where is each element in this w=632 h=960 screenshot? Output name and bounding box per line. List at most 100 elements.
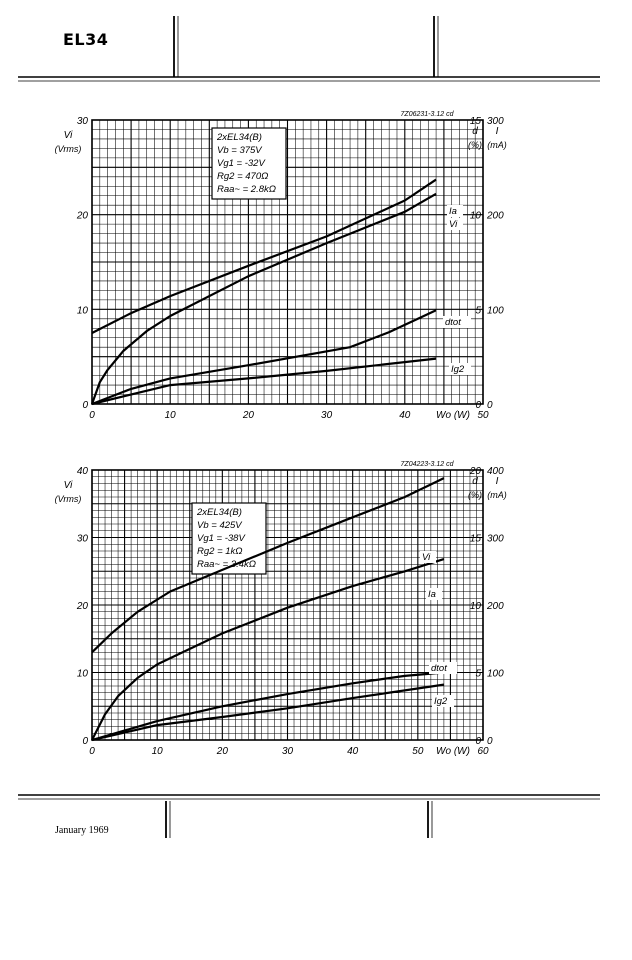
curve-label-bg bbox=[432, 695, 454, 707]
curve-label-Ig2: Ig2 bbox=[451, 364, 465, 375]
curve-label-bg bbox=[429, 662, 457, 674]
conditions-box bbox=[211, 127, 287, 200]
right-i-tick-label: 400 bbox=[487, 466, 504, 477]
condition-text: 2xEL34(B) bbox=[216, 132, 262, 143]
curve-label-bg bbox=[449, 363, 471, 375]
curve-label-bg bbox=[447, 205, 463, 217]
curve-dtot bbox=[91, 309, 437, 406]
right-d-tick-label: 0 bbox=[475, 736, 481, 747]
x-axis-label: Wo (W) bbox=[436, 746, 470, 757]
right-i-tick-label: 0 bbox=[487, 736, 493, 747]
curve-label-Ia: Ia bbox=[428, 589, 436, 600]
condition-text: Vb = 375V bbox=[217, 145, 263, 156]
drawing-code: 7Z06231-3.12 cd bbox=[401, 111, 455, 118]
curve-Ia bbox=[91, 178, 437, 334]
curve-label-dtot: dtot bbox=[431, 663, 447, 674]
right-d-tick-label: 0 bbox=[475, 400, 481, 411]
curve-label-bg bbox=[426, 588, 442, 600]
x-tick-label: 50 bbox=[477, 410, 489, 421]
right-d-tick-label: 5 bbox=[475, 305, 481, 316]
condition-text: Raa~ = 3.4kΩ bbox=[197, 559, 256, 570]
tube-type-title: EL34 bbox=[63, 30, 109, 49]
right-i-axis-label: I bbox=[496, 476, 499, 487]
conditions-box bbox=[191, 502, 267, 575]
right-d-tick-label: 15 bbox=[470, 116, 482, 127]
x-tick-label: 20 bbox=[242, 410, 255, 421]
right-i-tick-label: 200 bbox=[486, 601, 504, 612]
right-d-tick-label: 20 bbox=[469, 466, 482, 477]
x-tick-label: 0 bbox=[89, 746, 95, 757]
condition-text: Vg1 = -38V bbox=[197, 533, 246, 544]
curve-label-Vi: Vi bbox=[449, 219, 458, 230]
x-tick-label: 30 bbox=[321, 410, 333, 421]
curve-Ia bbox=[91, 477, 445, 654]
condition-text: Rg2 = 1kΩ bbox=[197, 546, 243, 557]
right-d-tick-label: 10 bbox=[470, 601, 482, 612]
x-tick-label: 10 bbox=[152, 746, 164, 757]
curve-label-Ig2: Ig2 bbox=[434, 696, 448, 707]
curve-Ig2 bbox=[91, 683, 445, 742]
right-i-axis-unit: (mA) bbox=[487, 140, 507, 150]
left-tick-label: 0 bbox=[82, 400, 88, 411]
plot-frame bbox=[91, 119, 484, 405]
curve-Ig2 bbox=[91, 357, 437, 406]
condition-text: Vb = 425V bbox=[197, 520, 243, 531]
x-axis-label: Wo (W) bbox=[436, 410, 470, 421]
right-i-tick-label: 200 bbox=[486, 211, 504, 222]
x-tick-label: 30 bbox=[282, 746, 294, 757]
x-tick-label: 40 bbox=[347, 746, 359, 757]
condition-text: Raa~ = 2.8kΩ bbox=[217, 184, 276, 195]
chart-2: 0 10 20 30 40 50 60 Wo (W) 0 10 20 30 40 Vi (Vrms) 0 5 10… bbox=[55, 461, 507, 757]
left-tick-label: 0 bbox=[82, 736, 88, 747]
condition-text: Rg2 = 470Ω bbox=[217, 171, 268, 182]
right-i-tick-label: 100 bbox=[487, 669, 504, 680]
left-axis-unit: (Vrms) bbox=[55, 494, 82, 504]
condition-text: 2xEL34(B) bbox=[196, 507, 242, 518]
curve-label-bg bbox=[443, 316, 471, 328]
issue-date: January 1969 bbox=[55, 825, 109, 836]
x-tick-label: 60 bbox=[477, 746, 489, 757]
right-d-axis-label: d bbox=[472, 126, 478, 137]
left-axis-unit: (Vrms) bbox=[55, 144, 82, 154]
condition-text: Vg1 = -32V bbox=[217, 158, 266, 169]
curve-label-bg bbox=[420, 551, 436, 563]
grid bbox=[91, 469, 484, 741]
right-i-tick-label: 300 bbox=[487, 116, 504, 127]
left-tick-label: 30 bbox=[77, 116, 89, 127]
left-tick-label: 10 bbox=[77, 669, 89, 680]
drawing-code: 7Z04223-3.12 cd bbox=[401, 461, 455, 468]
right-i-axis-unit: (mA) bbox=[487, 490, 507, 500]
right-i-tick-label: 0 bbox=[487, 400, 493, 411]
right-d-tick-label: 5 bbox=[475, 669, 481, 680]
left-tick-label: 10 bbox=[77, 305, 89, 316]
curve-dtot bbox=[91, 671, 444, 742]
left-tick-label: 20 bbox=[76, 601, 89, 612]
curve-Vi bbox=[91, 558, 445, 741]
x-tick-label: 0 bbox=[89, 410, 95, 421]
curve-label-bg bbox=[447, 218, 463, 230]
x-tick-label: 10 bbox=[165, 410, 177, 421]
plot-frame bbox=[91, 469, 484, 741]
curve-label-Ia: Ia bbox=[449, 206, 457, 217]
x-tick-label: 50 bbox=[412, 746, 424, 757]
left-tick-label: 30 bbox=[77, 534, 89, 545]
grid bbox=[91, 119, 484, 405]
curve-Vi bbox=[90, 192, 437, 405]
left-tick-label: 40 bbox=[77, 466, 89, 477]
chart-1: 0 10 20 30 40 50 Wo (W) 0 10 20 30 Vi (Vrms) 0 5 10 15 0 1… bbox=[55, 111, 507, 421]
left-axis-label: Vi bbox=[64, 130, 73, 141]
right-d-tick-label: 15 bbox=[470, 534, 482, 545]
right-d-axis-unit: (%) bbox=[468, 140, 482, 150]
curve-label-Vi: Vi bbox=[422, 552, 431, 563]
right-d-tick-label: 10 bbox=[470, 211, 482, 222]
right-i-axis-label: I bbox=[496, 126, 499, 137]
left-tick-label: 20 bbox=[76, 211, 89, 222]
right-d-axis-unit: (%) bbox=[468, 490, 482, 500]
x-tick-label: 20 bbox=[216, 746, 229, 757]
x-tick-label: 40 bbox=[399, 410, 411, 421]
right-d-axis-label: d bbox=[472, 476, 478, 487]
curve-label-dtot: dtot bbox=[445, 317, 461, 328]
right-i-tick-label: 300 bbox=[487, 534, 504, 545]
